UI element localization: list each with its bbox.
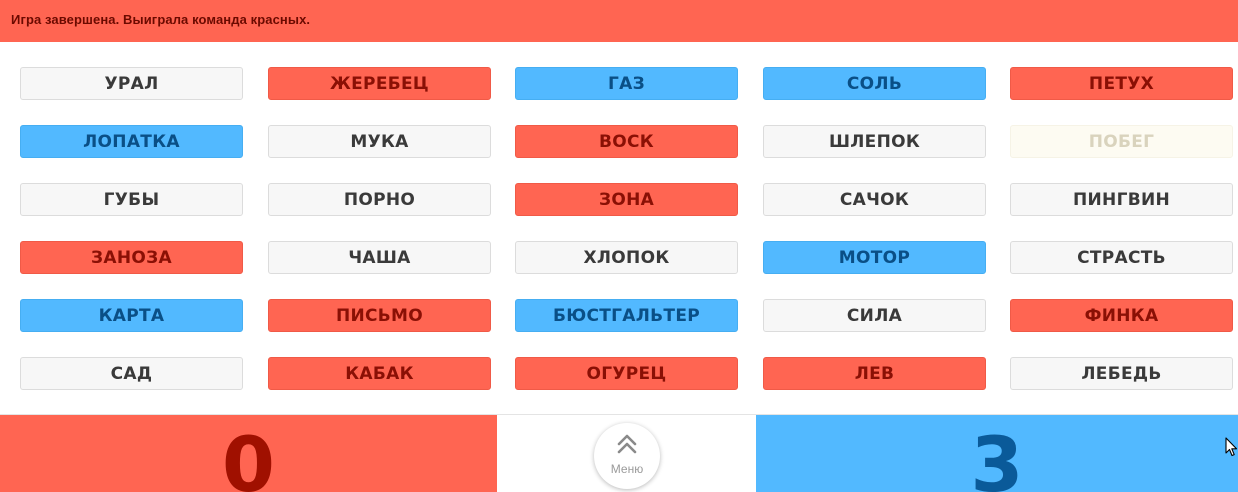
- menu-label: Меню: [611, 462, 643, 476]
- word-card[interactable]: ПОБЕГ: [1010, 125, 1233, 158]
- word-card[interactable]: ПИНГВИН: [1010, 183, 1233, 216]
- word-card[interactable]: МУКА: [268, 125, 491, 158]
- word-card[interactable]: ЧАША: [268, 241, 491, 274]
- red-team-score-panel: 0: [0, 415, 497, 492]
- word-card[interactable]: ОГУРЕЦ: [515, 357, 738, 390]
- word-card[interactable]: ЛОПАТКА: [20, 125, 243, 158]
- word-card[interactable]: БЮСТГАЛЬТЕР: [515, 299, 738, 332]
- word-card[interactable]: САЧОК: [763, 183, 986, 216]
- word-board: УРАЛ ЖЕРЕБЕЦ ГАЗ СОЛЬ ПЕТУХ ЛОПАТКА МУКА ВОСК ШЛ…: [0, 42, 1238, 414]
- red-team-score: 0: [222, 427, 275, 492]
- word-card[interactable]: ЗОНА: [515, 183, 738, 216]
- word-card[interactable]: ШЛЕПОК: [763, 125, 986, 158]
- bottom-bar: 0 Меню 3: [0, 414, 1238, 491]
- word-card[interactable]: ПИСЬМО: [268, 299, 491, 332]
- menu-button[interactable]: Меню: [594, 423, 660, 489]
- word-card[interactable]: САД: [20, 357, 243, 390]
- word-card[interactable]: СОЛЬ: [763, 67, 986, 100]
- word-card[interactable]: ГАЗ: [515, 67, 738, 100]
- word-card[interactable]: ГУБЫ: [20, 183, 243, 216]
- word-card[interactable]: СТРАСТЬ: [1010, 241, 1233, 274]
- word-card[interactable]: КАРТА: [20, 299, 243, 332]
- word-card[interactable]: ЖЕРЕБЕЦ: [268, 67, 491, 100]
- word-card[interactable]: СИЛА: [763, 299, 986, 332]
- blue-team-score-panel: 3: [756, 415, 1238, 492]
- word-card[interactable]: ЛЕВ: [763, 357, 986, 390]
- word-card[interactable]: УРАЛ: [20, 67, 243, 100]
- word-card[interactable]: ЗАНОЗА: [20, 241, 243, 274]
- word-card[interactable]: ХЛОПОК: [515, 241, 738, 274]
- word-card[interactable]: ПОРНО: [268, 183, 491, 216]
- word-card[interactable]: ПЕТУХ: [1010, 67, 1233, 100]
- blue-team-score: 3: [971, 427, 1024, 492]
- word-card[interactable]: МОТОР: [763, 241, 986, 274]
- word-card[interactable]: ЛЕБЕДЬ: [1010, 357, 1233, 390]
- word-card[interactable]: ФИНКА: [1010, 299, 1233, 332]
- mouse-pointer-icon: [1225, 437, 1238, 457]
- double-chevron-up-icon: [616, 433, 638, 455]
- game-over-message: Игра завершена. Выиграла команда красных…: [11, 12, 310, 27]
- status-bar: Игра завершена. Выиграла команда красных…: [0, 0, 1238, 42]
- word-card[interactable]: КАБАК: [268, 357, 491, 390]
- word-card[interactable]: ВОСК: [515, 125, 738, 158]
